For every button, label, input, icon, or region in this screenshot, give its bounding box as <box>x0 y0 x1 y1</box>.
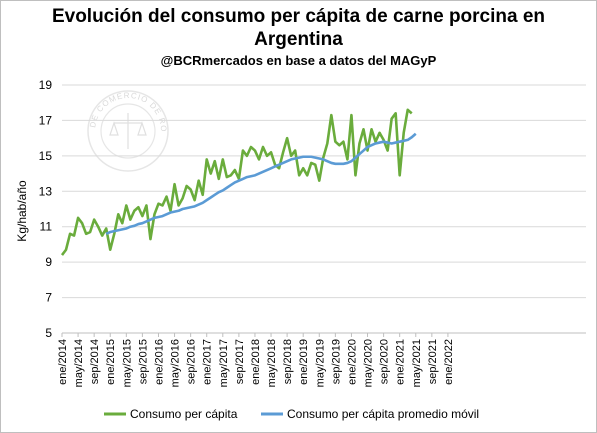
x-tick-label: ene/2015 <box>105 339 117 385</box>
x-tick-label: may/2014 <box>73 339 85 387</box>
series-line-consumo <box>60 108 413 256</box>
x-tick-label: may/2015 <box>121 339 133 387</box>
x-tick-label: sep/2019 <box>330 339 342 384</box>
x-tick-label: ene/2020 <box>346 339 358 385</box>
y-tick-label: 11 <box>40 220 53 234</box>
y-tick-label: 7 <box>45 291 52 305</box>
chart-subtitle: @BCRmercados en base a datos del MAGyP <box>160 53 437 68</box>
chart-title-line-2: Argentina <box>254 29 343 50</box>
x-tick-label: sep/2018 <box>282 339 294 384</box>
x-tick-label: sep/2021 <box>427 339 439 384</box>
x-tick-label: may/2017 <box>218 339 230 387</box>
x-tick-label: sep/2014 <box>89 339 101 384</box>
x-tick-label: ene/2017 <box>202 339 214 385</box>
y-tick-label: 5 <box>45 326 52 340</box>
x-tick-label: sep/2015 <box>137 339 149 384</box>
x-tick-label: ene/2021 <box>395 339 407 385</box>
x-tick-label: ene/2014 <box>57 339 69 385</box>
x-tick-label: sep/2017 <box>234 339 246 384</box>
y-tick-label: 13 <box>39 184 53 198</box>
watermark-text-path: BOLSA DE COMERCIO DE ROSARIO <box>1 1 167 133</box>
x-tick-label: sep/2020 <box>379 339 391 384</box>
x-tick-label: may/2019 <box>314 339 326 387</box>
y-tick-label: 19 <box>39 78 53 92</box>
chart-title-line-1: Evolución del consumo per cápita de carn… <box>51 6 546 27</box>
y-axis: 5 7 9 11 13 15 17 19 <box>39 78 53 340</box>
y-tick-label: 9 <box>45 255 52 269</box>
watermark-ring-outer <box>87 90 169 172</box>
series-line-promedio <box>105 132 417 235</box>
x-axis: ene/2014 may/2014 sep/2014 ene/2015 may/2015… <box>57 332 586 387</box>
legend-label-promedio: Consumo per cápita promedio móvil <box>287 407 479 421</box>
x-tick-label: may/2016 <box>170 339 182 387</box>
watermark-seal: BOLSA DE COMERCIO DE ROSARIO <box>1 1 169 172</box>
legend: Consumo per cápita Consumo per cápita pr… <box>104 407 479 421</box>
legend-label-consumo: Consumo per cápita <box>130 407 238 421</box>
watermark-text: BOLSA DE COMERCIO DE ROSARIO <box>1 1 168 133</box>
y-tick-label: 15 <box>39 149 53 163</box>
x-tick-label: may/2021 <box>411 339 423 387</box>
watermark-scales-icon <box>109 113 147 149</box>
x-tick-label: may/2020 <box>363 339 375 387</box>
series-lines <box>60 108 417 256</box>
x-tick-label: may/2018 <box>266 339 278 387</box>
watermark-ring-inner <box>100 103 156 159</box>
x-tick-label: ene/2018 <box>250 339 262 385</box>
x-tick-label: sep/2016 <box>186 339 198 384</box>
chart-title: Evolución del consumo per cápita de carn… <box>1 5 596 51</box>
x-tick-label: ene/2019 <box>298 339 310 385</box>
x-tick-label: ene/2022 <box>443 339 455 385</box>
x-tick-label: ene/2016 <box>153 339 165 385</box>
y-tick-label: 17 <box>39 113 53 127</box>
y-axis-label: Kg/hab/año <box>15 180 29 242</box>
